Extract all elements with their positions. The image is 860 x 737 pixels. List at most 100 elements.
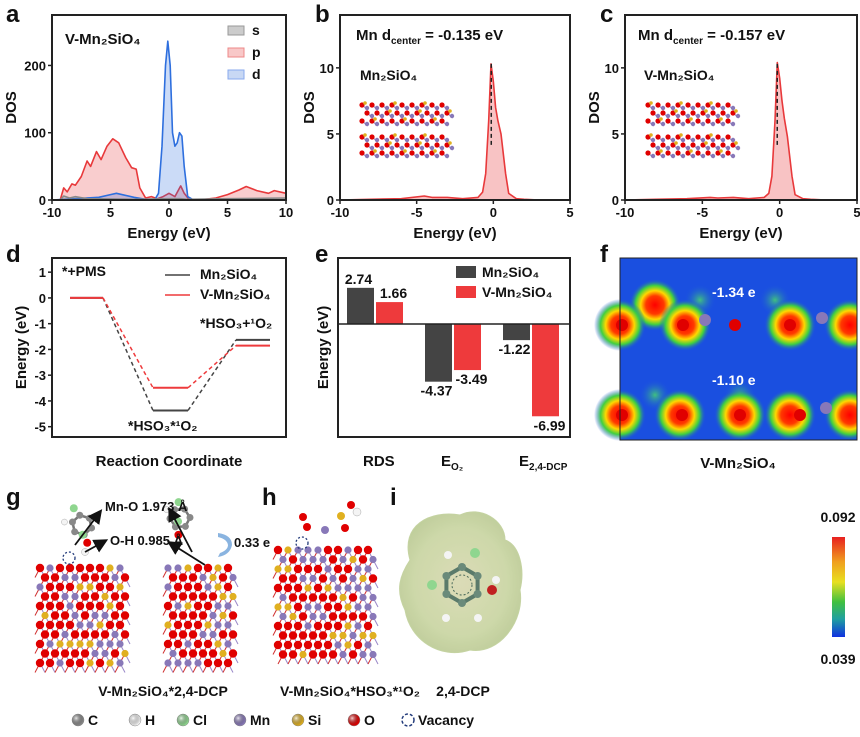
atom-mn bbox=[439, 113, 445, 119]
atom-o bbox=[353, 545, 363, 555]
atom-o bbox=[333, 621, 343, 631]
atom-mn bbox=[116, 640, 124, 648]
atom-mn bbox=[116, 564, 124, 572]
atom-mn bbox=[61, 630, 69, 639]
atom-si bbox=[337, 512, 345, 520]
atom-o bbox=[60, 649, 70, 658]
charge-transfer-arrow-icon bbox=[218, 533, 232, 557]
panel-letter-e: e bbox=[315, 241, 328, 268]
atom-mn bbox=[730, 105, 736, 111]
atom-mn bbox=[96, 640, 104, 648]
atom-si bbox=[214, 564, 222, 572]
atom-o bbox=[203, 601, 213, 611]
atom-mn bbox=[369, 650, 377, 659]
atom-o bbox=[90, 630, 100, 639]
structure-h bbox=[272, 501, 379, 665]
charge-label-bottom: -1.10 e bbox=[712, 372, 756, 388]
y-tick-label: -1 bbox=[34, 317, 46, 332]
chart-c-inset-label: V-Mn₂SiO₄ bbox=[644, 67, 714, 83]
atom-o bbox=[50, 573, 60, 582]
atom-mn bbox=[419, 145, 425, 151]
atom-o bbox=[188, 573, 198, 582]
atom-si bbox=[719, 149, 723, 153]
atom-mn bbox=[309, 612, 317, 621]
atom-legend-item-vacancy: Vacancy bbox=[401, 712, 474, 728]
energy-connector bbox=[187, 345, 237, 389]
atom-si bbox=[229, 592, 237, 601]
atom-o bbox=[338, 574, 348, 583]
atom-o bbox=[278, 574, 288, 583]
legend-swatch-v-mn2sio4 bbox=[456, 286, 476, 298]
atom-mn bbox=[339, 555, 347, 564]
atom-o bbox=[203, 639, 213, 649]
atom-legend-label: Vacancy bbox=[418, 712, 474, 728]
atom-o bbox=[695, 102, 701, 108]
atom-si bbox=[214, 640, 222, 648]
atom-mn bbox=[434, 137, 440, 143]
dos-series-d-line bbox=[51, 40, 286, 201]
atom-si bbox=[734, 141, 738, 145]
atom-mn bbox=[71, 592, 79, 601]
atom-si bbox=[96, 621, 104, 629]
atom-o bbox=[409, 150, 415, 156]
atom-o bbox=[45, 582, 55, 592]
atom-mn bbox=[690, 105, 696, 111]
atom-mn bbox=[229, 573, 237, 582]
atom-o bbox=[690, 142, 696, 148]
atom-o bbox=[645, 102, 651, 108]
legend-swatch-p bbox=[227, 47, 245, 58]
atom-si bbox=[184, 564, 192, 572]
atom-mn bbox=[374, 137, 380, 143]
atom-c bbox=[186, 514, 194, 522]
atom-mn bbox=[369, 555, 377, 564]
atom-mn bbox=[394, 137, 400, 143]
atom-mn bbox=[715, 113, 721, 119]
atom-o bbox=[414, 110, 420, 116]
x-tick-label: 0 bbox=[776, 205, 783, 220]
atom-o bbox=[353, 640, 363, 650]
atom-si bbox=[689, 149, 693, 153]
atom-si bbox=[66, 640, 74, 648]
panel-letter-c: c bbox=[600, 1, 613, 28]
panel-letter-d: d bbox=[6, 241, 21, 268]
atom-mn bbox=[174, 659, 182, 667]
atom-si bbox=[344, 641, 352, 649]
atom-o bbox=[45, 601, 55, 611]
atom-o bbox=[75, 601, 85, 611]
atom-c bbox=[473, 590, 482, 598]
atom-si bbox=[403, 149, 407, 153]
atom-mn bbox=[384, 137, 390, 143]
atom-o bbox=[100, 573, 110, 582]
atom-o bbox=[444, 110, 450, 116]
atom-o bbox=[389, 150, 395, 156]
atom-mn bbox=[725, 145, 731, 151]
atom-o bbox=[95, 601, 105, 611]
atom-mn bbox=[700, 137, 706, 143]
atom-o bbox=[203, 563, 213, 573]
atom-o bbox=[359, 102, 365, 108]
atom-o bbox=[670, 142, 676, 148]
atom-mn bbox=[209, 630, 217, 639]
atom-o bbox=[115, 620, 125, 630]
atom-c bbox=[181, 522, 189, 530]
atom-o bbox=[303, 640, 313, 650]
atom-mn bbox=[184, 659, 192, 667]
atom-si bbox=[219, 592, 227, 601]
atom-mn bbox=[399, 113, 405, 119]
atom-mn bbox=[279, 593, 287, 602]
chart-c-title: Mn dcenter = -0.157 eV bbox=[638, 27, 785, 47]
atom-mn bbox=[449, 145, 455, 151]
y-tick-label: -2 bbox=[34, 342, 46, 357]
x-tick-label: -10 bbox=[331, 205, 350, 220]
atom-o bbox=[168, 630, 178, 639]
atom-mn bbox=[374, 121, 380, 127]
atom-o bbox=[363, 545, 373, 555]
atom-mn bbox=[364, 105, 370, 111]
x-tick-label: 0 bbox=[490, 205, 497, 220]
atom-mn bbox=[294, 546, 302, 554]
atom-mn bbox=[710, 153, 716, 159]
atom-o bbox=[348, 612, 358, 621]
atom-mn bbox=[404, 153, 410, 159]
atom-mn bbox=[404, 137, 410, 143]
atom-mn bbox=[299, 555, 307, 564]
